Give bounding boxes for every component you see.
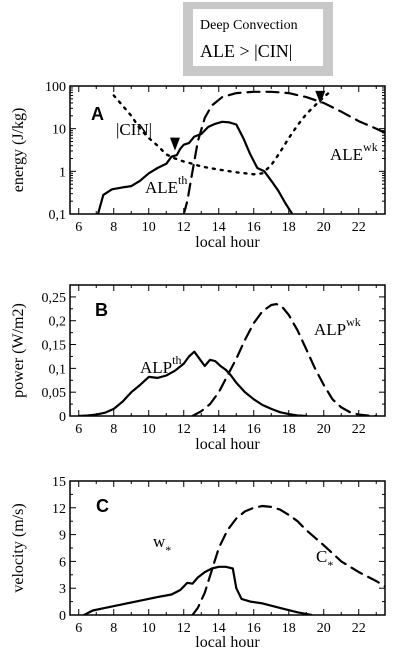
y-axis-label: velocity (m/s) [10, 503, 27, 592]
x-axis-label: local hour [195, 634, 260, 651]
x-tick-label: 10 [142, 621, 156, 636]
y-tick-label: 15 [52, 475, 66, 490]
x-tick-label: 8 [110, 220, 117, 235]
panel-label: B [95, 300, 108, 320]
x-tick-label: 12 [177, 422, 191, 437]
y-tick-label: 0,05 [42, 386, 67, 401]
x-tick-label: 20 [317, 422, 331, 437]
x-tick-label: 22 [352, 422, 366, 437]
y-tick-label: 10 [52, 123, 66, 138]
x-tick-label: 8 [110, 621, 117, 636]
y-tick-label: 0 [59, 410, 66, 425]
plot-frame [69, 284, 386, 417]
series-line--cin- [112, 91, 331, 176]
y-tick-label: 1 [59, 165, 66, 180]
plot-frame [69, 480, 386, 616]
x-tick-label: 12 [177, 621, 191, 636]
deep-convection-callout: Deep Convection ALE > |CIN| [183, 2, 333, 76]
y-tick-label: 3 [59, 582, 66, 597]
x-tick-label: 10 [142, 220, 156, 235]
panel-a: 6 8 10 12 14 16 18 20 22 0,1 1 10 100 local hour energ… [10, 80, 386, 251]
y-tick-label: 12 [52, 502, 66, 517]
series-label: ALEth [145, 173, 187, 197]
x-axis-label: local hour [195, 234, 260, 251]
plot-frame [69, 85, 386, 215]
series-line-c- [191, 504, 385, 615]
x-tick-label: 6 [75, 220, 82, 235]
x-tick-label: 6 [75, 422, 82, 437]
x-tick-label: 18 [282, 621, 296, 636]
series-label: |CIN| [116, 120, 152, 139]
y-tick-label: 9 [59, 529, 66, 544]
panel-label: C [96, 496, 109, 516]
x-tick-label: 22 [352, 220, 366, 235]
series-line-ale-wk [182, 90, 385, 214]
panel-c: 6 8 10 12 14 16 18 20 22 0 3 6 9 12 15 local hour veloci… [10, 475, 386, 651]
callout-inner [193, 9, 323, 66]
series-line-w- [82, 565, 313, 615]
y-tick-label: 0 [59, 609, 66, 624]
x-tick-label: 16 [247, 220, 261, 235]
series-label: ALPth [140, 353, 181, 377]
y-tick-label: 0,25 [42, 291, 67, 306]
series-line-ale-th [96, 120, 294, 214]
series-label: w* [153, 532, 171, 557]
x-tick-label: 18 [282, 422, 296, 437]
series-label: ALEwk [330, 140, 378, 164]
series-line-alp-wk [191, 303, 378, 416]
callout-text: ALE > |CIN| [200, 41, 292, 61]
x-tick-label: 14 [212, 621, 226, 636]
y-tick-label: 0,2 [49, 315, 67, 330]
y-tick-label: 100 [45, 80, 66, 95]
x-tick-label: 18 [282, 220, 296, 235]
series-label: ALPwk [314, 315, 361, 339]
series-line-alp-th [77, 350, 308, 416]
x-tick-label: 16 [247, 422, 261, 437]
x-tick-label: 12 [177, 220, 191, 235]
x-tick-label: 14 [212, 220, 226, 235]
y-tick-label: 0,1 [49, 362, 67, 377]
x-tick-label: 10 [142, 422, 156, 437]
x-tick-label: 20 [317, 621, 331, 636]
series-label: C* [316, 547, 333, 572]
y-axis-label: energy (J/kg) [10, 108, 27, 193]
x-tick-label: 22 [352, 621, 366, 636]
y-tick-label: 6 [59, 555, 66, 570]
panel-label: A [91, 104, 104, 124]
triangle-marker [315, 90, 326, 104]
x-axis-label: local hour [195, 436, 260, 453]
x-tick-label: 14 [212, 422, 226, 437]
x-tick-label: 6 [75, 621, 82, 636]
callout-title: Deep Convection [200, 18, 298, 33]
x-tick-label: 8 [110, 422, 117, 437]
x-tick-label: 20 [317, 220, 331, 235]
y-axis-label: power (W/m2) [10, 303, 27, 398]
x-tick-label: 16 [247, 621, 261, 636]
y-tick-label: 0,15 [42, 339, 67, 354]
panel-b: 6 8 10 12 14 16 18 20 22 0 0,05 0,1 0,15 0,2 0,25 local… [10, 284, 386, 453]
triangle-marker [170, 137, 180, 151]
y-tick-label: 0,1 [49, 208, 67, 223]
